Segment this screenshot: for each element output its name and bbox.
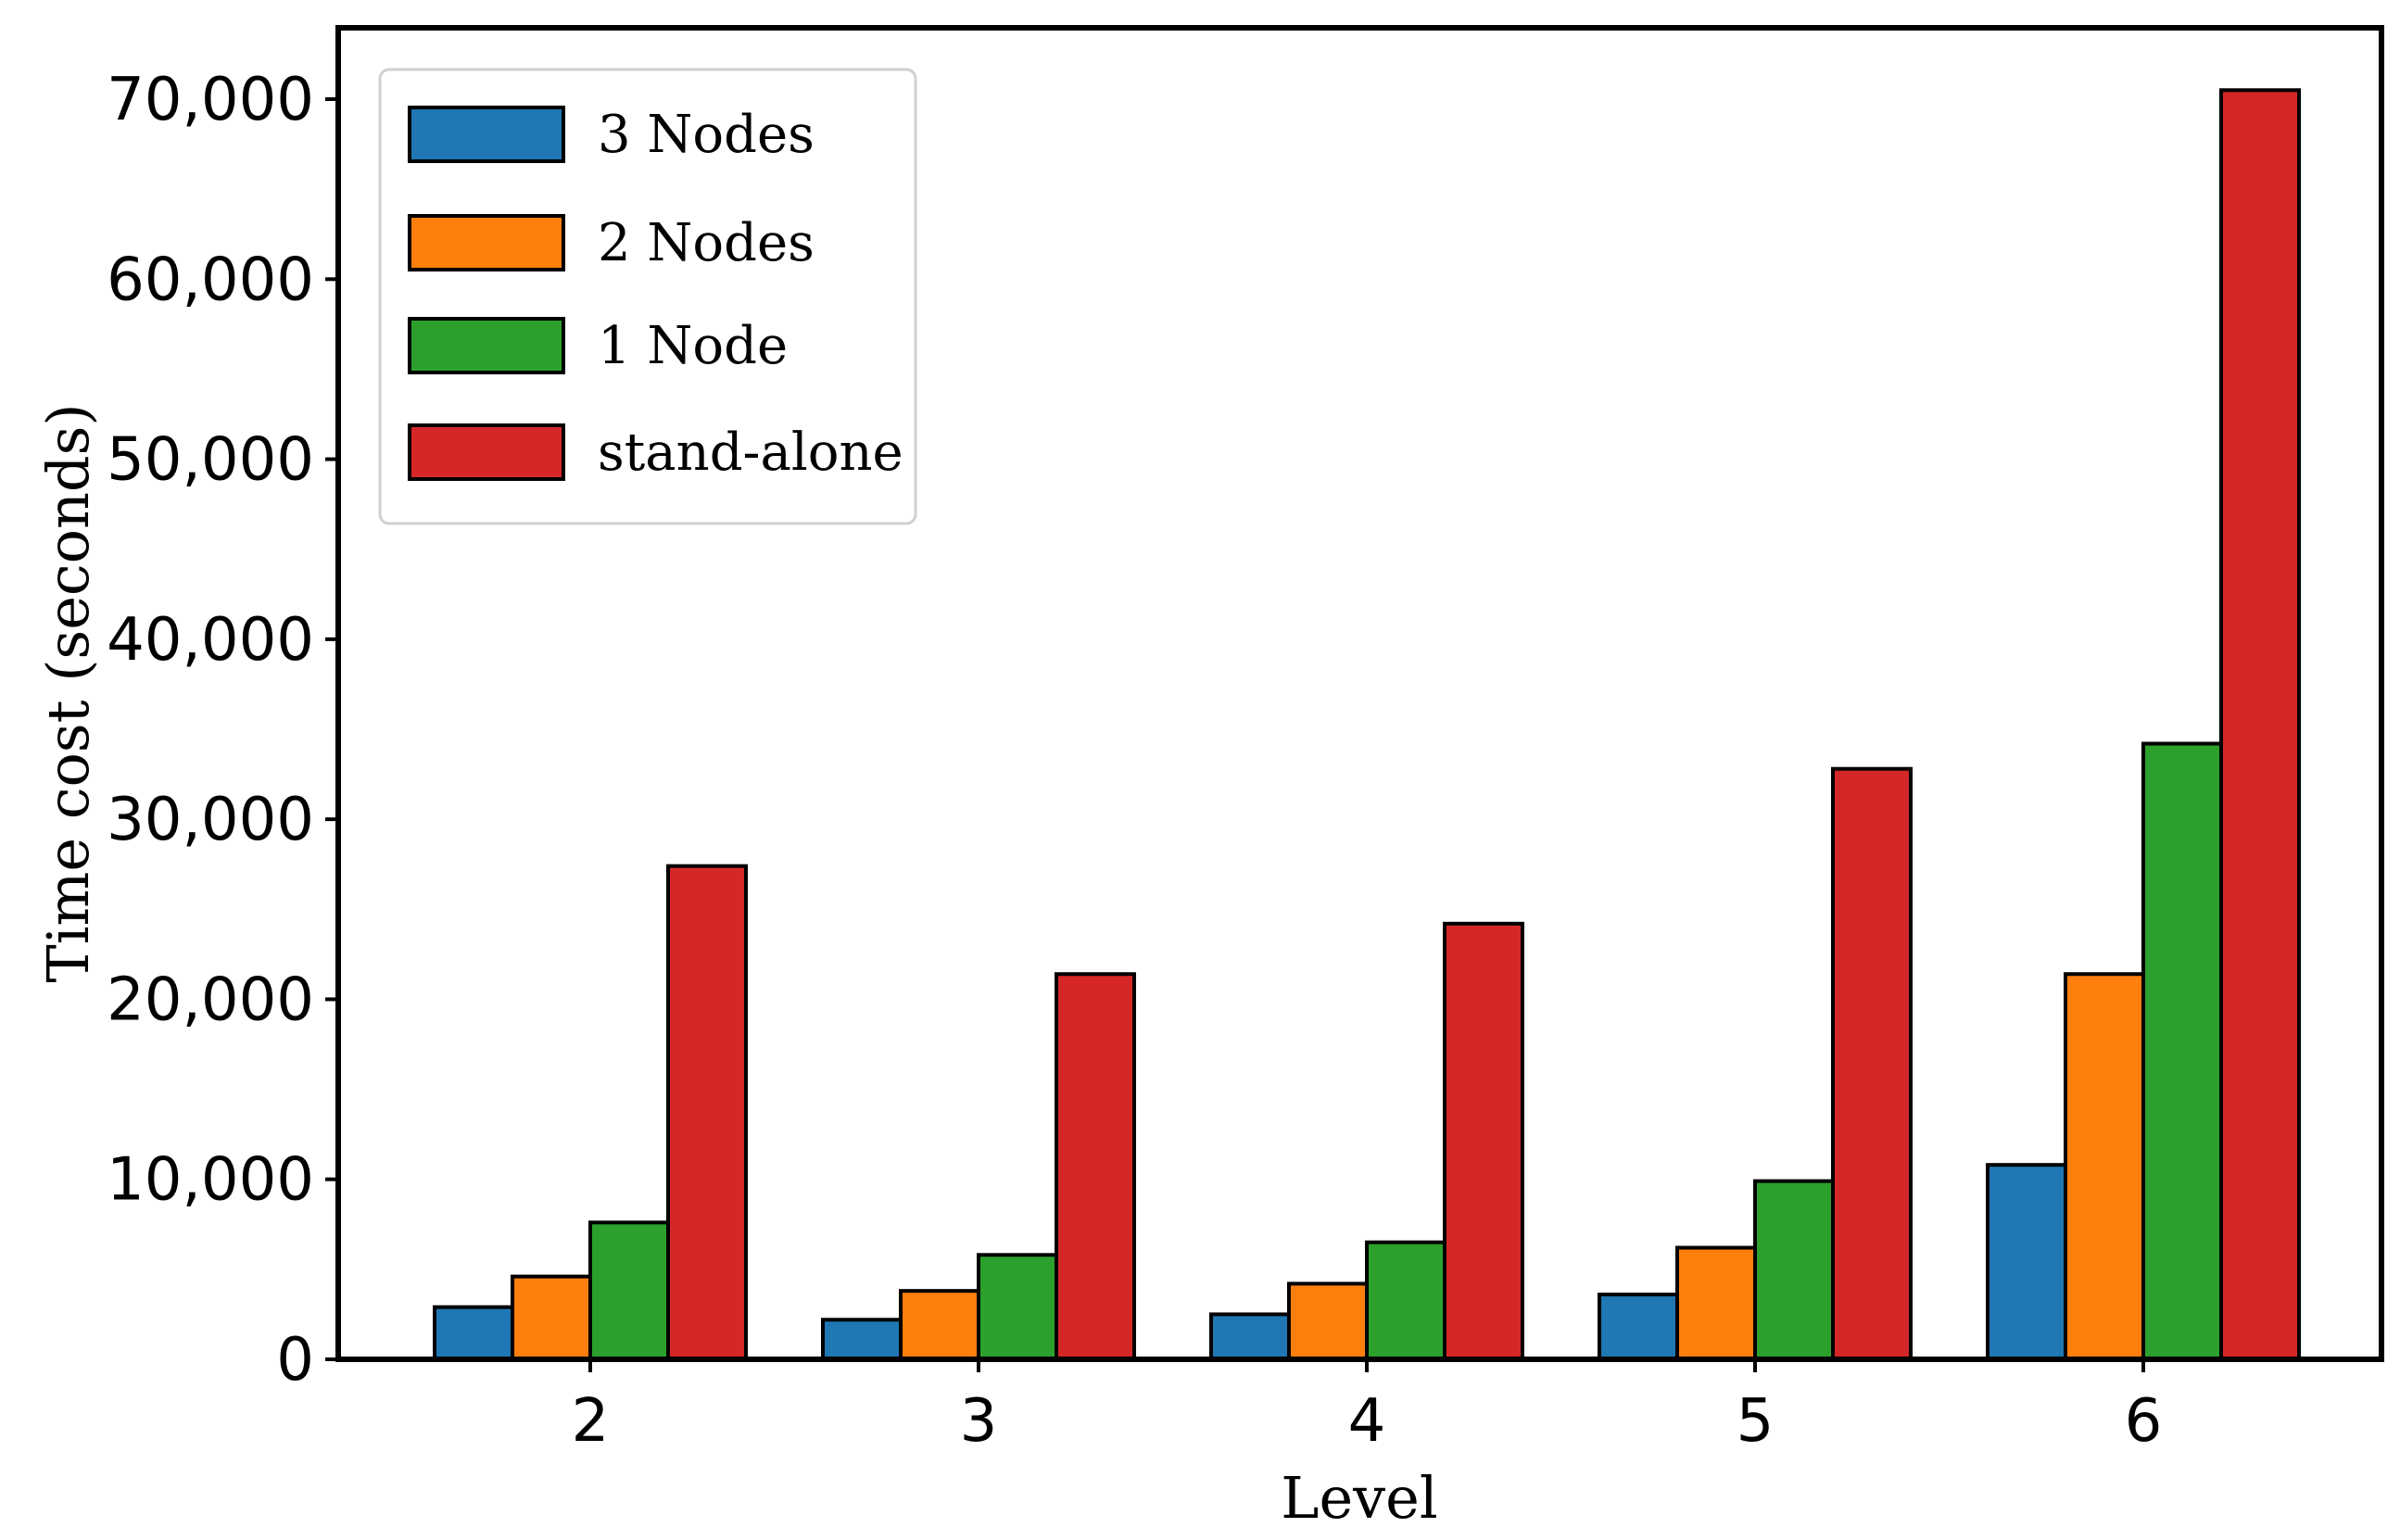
y-axis-title: Time cost (seconds) (34, 403, 102, 982)
bar-stand-alone-level-5 (1831, 766, 1913, 1361)
y-axis: 0 10,000 20,000 30,000 40,000 50,000 60,000 70,… (107, 66, 338, 1395)
bar-stand-alone-level-6 (2219, 88, 2301, 1361)
bar-2-nodes-level-6 (2064, 972, 2145, 1361)
legend-label: stand-alone (598, 423, 903, 483)
bar-stand-alone-level-2 (666, 864, 748, 1361)
bar-1-node-level-3 (977, 1253, 1058, 1362)
y-tick-label: 0 (276, 1326, 314, 1395)
y-tick-label: 30,000 (107, 786, 314, 854)
x-tick-label: 2 (572, 1387, 610, 1456)
x-axis: 2 3 4 5 6 (572, 1359, 2163, 1456)
bar-2-nodes-level-2 (511, 1274, 592, 1361)
y-tick-label: 70,000 (107, 66, 314, 134)
x-tick-label: 4 (1348, 1387, 1386, 1456)
bar-stand-alone-level-4 (1443, 921, 1524, 1361)
bar-1-node-level-6 (2141, 741, 2223, 1361)
legend-swatch-1-node (408, 317, 565, 374)
legend-label: 3 Nodes (598, 105, 815, 165)
bar-2-nodes-level-4 (1287, 1281, 1369, 1362)
bar-3-nodes-level-5 (1598, 1293, 1679, 1361)
y-tick-label: 60,000 (107, 246, 314, 314)
bar-1-node-level-5 (1753, 1179, 1835, 1361)
y-tick-label: 10,000 (107, 1146, 314, 1215)
legend-swatch-2-nodes (408, 214, 565, 271)
legend-swatch-3-nodes (408, 106, 565, 163)
y-tick-label: 50,000 (107, 426, 314, 495)
bar-3-nodes-level-4 (1209, 1312, 1291, 1362)
bar-3-nodes-level-6 (1986, 1163, 2067, 1361)
legend: 3 Nodes 2 Nodes 1 Node stand-alone (378, 68, 917, 525)
bar-3-nodes-level-3 (821, 1318, 903, 1362)
bar-2-nodes-level-3 (899, 1289, 980, 1361)
x-axis-title: Level (1281, 1464, 1437, 1532)
legend-label: 2 Nodes (598, 213, 815, 273)
bar-2-nodes-level-5 (1675, 1245, 1757, 1361)
bars-layer (433, 88, 2301, 1362)
legend-swatch-stand-alone (408, 423, 565, 481)
legend-frame (378, 68, 917, 525)
x-tick-label: 5 (1737, 1387, 1775, 1456)
x-tick-label: 3 (960, 1387, 998, 1456)
y-tick-label: 20,000 (107, 966, 314, 1034)
bar-1-node-level-4 (1365, 1240, 1446, 1361)
bar-3-nodes-level-2 (433, 1305, 514, 1361)
y-tick-label: 40,000 (107, 606, 314, 675)
legend-label: 1 Node (598, 316, 788, 376)
x-tick-label: 6 (2125, 1387, 2163, 1456)
bar-1-node-level-2 (588, 1220, 670, 1362)
bar-stand-alone-level-3 (1055, 972, 1136, 1361)
plot-frame (335, 25, 2384, 1362)
